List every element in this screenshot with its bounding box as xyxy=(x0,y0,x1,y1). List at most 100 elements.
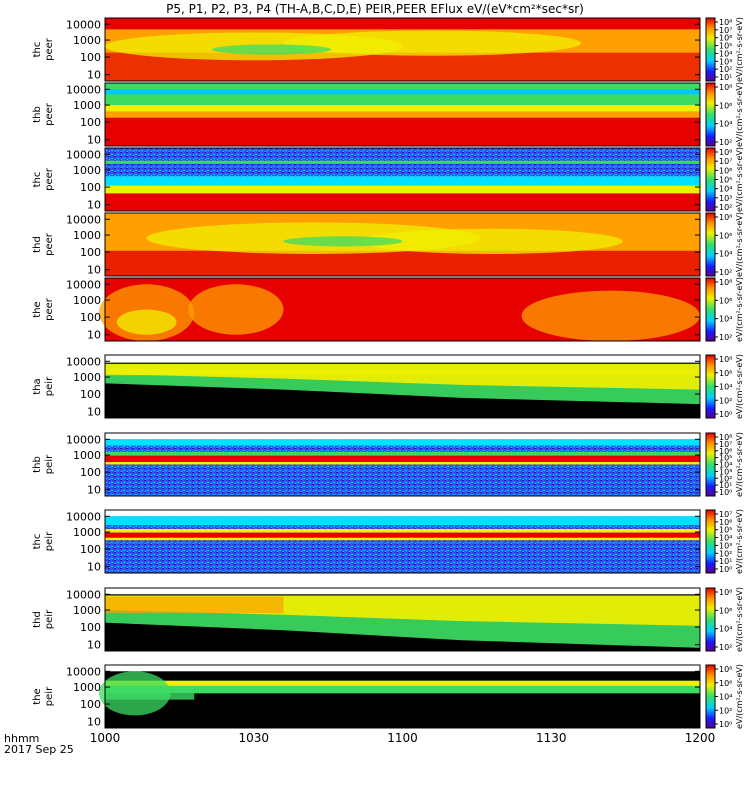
colorbar-tick-label: 10⁷ xyxy=(719,440,732,449)
colorbar xyxy=(705,587,716,652)
colorbar-label: eV/(cm²-s-sr-eV) xyxy=(735,147,744,212)
colorbar xyxy=(705,432,716,497)
y-tick-label: 100 xyxy=(80,621,101,634)
colorbar-tick-label: 10³ xyxy=(719,194,732,203)
panel-ylabel: thb xyxy=(32,456,43,473)
colorbar-tick-label: 10¹ xyxy=(719,557,732,566)
colorbar-tick-label: 10⁴ xyxy=(719,693,732,702)
colorbar-tick-label: 10³ xyxy=(719,57,732,66)
y-tick-label: 1000 xyxy=(73,229,101,242)
panel-spectrogram xyxy=(105,510,700,573)
colorbar xyxy=(705,277,716,342)
colorbar xyxy=(705,82,716,147)
colorbar-tick-label: 10⁶ xyxy=(719,34,732,43)
panel-spectrogram xyxy=(105,83,700,146)
y-tick-label: 1000 xyxy=(73,526,101,539)
colorbar-tick-label: 10⁵ xyxy=(719,42,732,51)
colorbar-tick-label: 10⁰ xyxy=(719,720,732,729)
colorbar-tick-label: 10⁵ xyxy=(719,526,732,535)
colorbar-label: eV/(cm²-s-sr-eV) xyxy=(735,432,744,497)
panel-8: 10000 1000 100 10 thd peir 10⁸ 10⁶ 10⁴ 10² eV/(cm²… xyxy=(32,587,744,652)
colorbar-tick-label: 10⁸ xyxy=(719,148,732,157)
panel-frame xyxy=(104,509,701,574)
y-tick-label: 10 xyxy=(87,199,101,212)
panel-spectrogram xyxy=(105,433,700,496)
y-tick-label: 100 xyxy=(80,543,101,556)
panel-ylabel: peer xyxy=(44,167,55,191)
colorbar-tick-label: 10⁸ xyxy=(719,83,732,92)
y-tick-label: 10000 xyxy=(66,83,101,96)
y-tick-label: 100 xyxy=(80,246,101,259)
colorbar-tick-label: 10⁷ xyxy=(719,26,732,35)
colorbar-label: eV/(cm²-s-sr-eV) xyxy=(735,587,744,652)
panel-4: 10000 1000 100 10 the peer 10⁸ 10⁶ 10⁴ 10² eV/(cm²… xyxy=(32,277,744,342)
y-tick-label: 10 xyxy=(87,264,101,277)
panel-ylabel: peer xyxy=(44,102,55,126)
colorbar-tick-label: 10⁶ xyxy=(719,606,732,615)
colorbar-tick-label: 10² xyxy=(719,203,732,212)
panel-spectrogram xyxy=(105,148,700,211)
y-tick-label: 10000 xyxy=(66,278,101,291)
colorbar-tick-label: 10⁸ xyxy=(719,278,732,287)
panel-2: 10000 1000 100 10 thc peer 10⁸10⁷10⁶10⁵10⁴10³1… xyxy=(32,147,744,212)
panel-frame xyxy=(104,354,701,419)
y-tick-label: 100 xyxy=(80,466,101,479)
panel-spectrogram xyxy=(105,213,700,276)
colorbar xyxy=(705,509,716,574)
time-format-label: hhmm xyxy=(4,732,39,745)
colorbar-label: eV/(cm²-s-sr-eV) xyxy=(735,354,744,419)
colorbar-tick-label: 10⁰ xyxy=(719,488,732,497)
colorbar-tick-label: 10² xyxy=(719,333,732,342)
y-tick-label: 1000 xyxy=(73,34,101,47)
panel-ylabel: peir xyxy=(44,376,55,396)
colorbar xyxy=(705,354,716,419)
panel-frame xyxy=(104,82,701,147)
colorbar xyxy=(705,664,716,729)
panel-ylabel: thc xyxy=(32,534,43,550)
panel-ylabel: the xyxy=(32,688,43,704)
panel-ylabel: thb xyxy=(32,106,43,123)
colorbar-label: eV/(cm²-s-sr-eV) xyxy=(735,277,744,342)
colorbar-tick-label: 10⁴ xyxy=(719,315,732,324)
y-tick-label: 100 xyxy=(80,698,101,711)
panel-frame xyxy=(104,212,701,277)
colorbar-tick-label: 10³ xyxy=(719,541,732,550)
panel-ylabel: the xyxy=(32,301,43,317)
y-tick-label: 10 xyxy=(87,406,101,419)
colorbar-label: eV/(cm²-s-sr-eV) xyxy=(735,509,744,574)
panel-ylabel: tha xyxy=(32,378,43,394)
y-tick-label: 1000 xyxy=(73,294,101,307)
y-tick-label: 1000 xyxy=(73,604,101,617)
colorbar-tick-label: 10⁴ xyxy=(719,49,732,58)
y-tick-label: 10 xyxy=(87,639,101,652)
colorbar-tick-label: 10⁶ xyxy=(719,231,732,240)
colorbar-tick-label: 10⁶ xyxy=(719,101,732,110)
panel-spectrogram xyxy=(105,588,700,651)
y-tick-label: 1000 xyxy=(73,371,101,384)
y-tick-label: 100 xyxy=(80,116,101,129)
panel-ylabel: peer xyxy=(44,297,55,321)
y-tick-label: 1000 xyxy=(73,164,101,177)
colorbar-tick-label: 10⁴ xyxy=(719,185,732,194)
panel-ylabel: peir xyxy=(44,609,55,629)
x-tick-label: 1200 xyxy=(685,731,716,745)
panel-ylabel: peir xyxy=(44,454,55,474)
y-tick-label: 10000 xyxy=(66,148,101,161)
colorbar-tick-label: 10⁸ xyxy=(719,355,732,364)
y-tick-label: 10000 xyxy=(66,355,101,368)
colorbar-tick-label: 10¹ xyxy=(719,481,732,490)
y-tick-label: 10000 xyxy=(66,433,101,446)
y-tick-label: 1000 xyxy=(73,681,101,694)
y-tick-label: 10000 xyxy=(66,665,101,678)
colorbar-tick-label: 10⁸ xyxy=(719,18,732,27)
colorbar xyxy=(705,212,716,277)
colorbar-tick-label: 10⁸ xyxy=(719,433,732,442)
y-tick-label: 100 xyxy=(80,51,101,64)
colorbar-label: eV/(cm²-s-sr-eV) xyxy=(735,82,744,147)
panel-frame xyxy=(104,277,701,342)
colorbar-tick-label: 10² xyxy=(719,65,732,74)
colorbar-tick-label: 10⁷ xyxy=(719,510,732,519)
panel-spectrogram xyxy=(105,18,700,81)
